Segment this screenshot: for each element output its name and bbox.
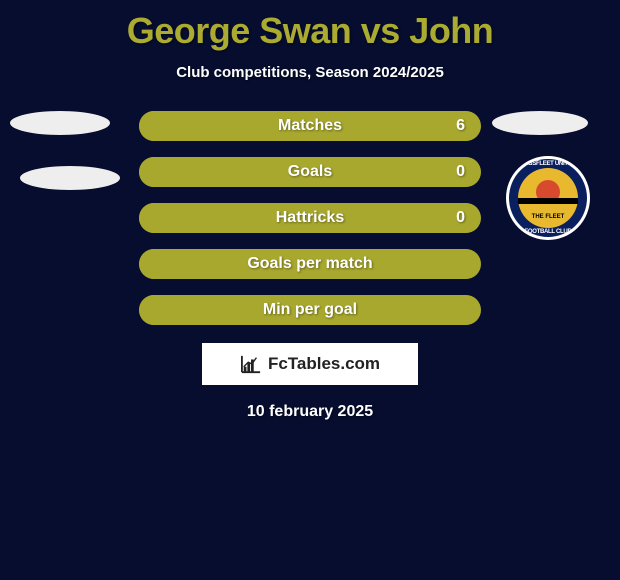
comparison-infographic: George Swan vs John Club competitions, S… bbox=[0, 0, 620, 580]
stat-row: Goals0 bbox=[139, 157, 481, 187]
badge-stripe bbox=[518, 198, 578, 204]
player-left-icon bbox=[10, 111, 110, 135]
stat-value: 6 bbox=[456, 111, 465, 141]
date: 10 february 2025 bbox=[0, 403, 620, 421]
badge-text-bottom: FOOTBALL CLUB bbox=[509, 229, 587, 235]
stat-label: Hattricks bbox=[139, 203, 481, 233]
player-left-shadow-icon bbox=[20, 166, 120, 190]
badge-inner: THE FLEET bbox=[518, 168, 578, 228]
badge-text-top: EBBSFLEET UNITED bbox=[509, 161, 587, 167]
stat-row: Matches6 bbox=[139, 111, 481, 141]
stat-value: 0 bbox=[456, 203, 465, 233]
logo-text: FcTables.com bbox=[268, 354, 380, 374]
stat-label: Goals per match bbox=[139, 249, 481, 279]
stat-row: Min per goal bbox=[139, 295, 481, 325]
player-right-icon bbox=[492, 111, 588, 135]
stat-label: Min per goal bbox=[139, 295, 481, 325]
logo-box: FcTables.com bbox=[202, 343, 418, 385]
badge-inner-text: THE FLEET bbox=[518, 214, 578, 220]
stats-area: EBBSFLEET UNITED THE FLEET FOOTBALL CLUB… bbox=[0, 111, 620, 325]
stat-row: Goals per match bbox=[139, 249, 481, 279]
stat-row: Hattricks0 bbox=[139, 203, 481, 233]
stat-label: Matches bbox=[139, 111, 481, 141]
subtitle: Club competitions, Season 2024/2025 bbox=[0, 64, 620, 81]
chart-icon bbox=[240, 354, 262, 374]
club-badge: EBBSFLEET UNITED THE FLEET FOOTBALL CLUB bbox=[506, 156, 590, 240]
stat-value: 0 bbox=[456, 157, 465, 187]
title: George Swan vs John bbox=[0, 0, 620, 52]
stat-label: Goals bbox=[139, 157, 481, 187]
